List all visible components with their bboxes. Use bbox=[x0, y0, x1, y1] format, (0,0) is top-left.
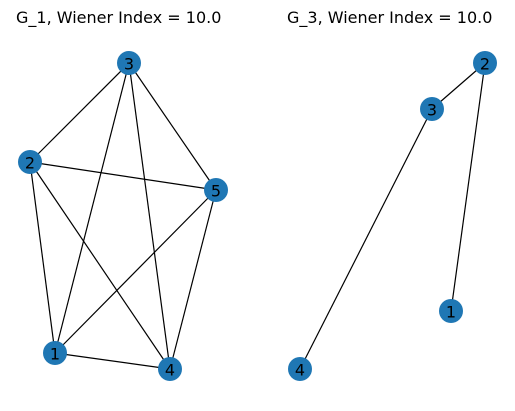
node-g1-1: 1 bbox=[43, 341, 67, 365]
edge-g1-2-4 bbox=[29, 161, 171, 370]
edge-g1-3-5 bbox=[128, 62, 217, 191]
node-label: 4 bbox=[295, 361, 305, 380]
node-g3-3: 3 bbox=[420, 97, 444, 121]
node-label: 2 bbox=[25, 154, 35, 173]
edge-g1-2-5 bbox=[29, 161, 217, 191]
edge-g1-3-4 bbox=[128, 62, 171, 370]
edge-g1-1-4 bbox=[54, 352, 171, 370]
node-label: 3 bbox=[427, 101, 437, 120]
node-g1-4: 4 bbox=[158, 357, 182, 381]
edge-g3-3-4 bbox=[299, 108, 433, 370]
node-g3-4: 4 bbox=[288, 357, 312, 381]
edge-g1-1-5 bbox=[54, 189, 217, 354]
node-circle bbox=[473, 51, 497, 75]
node-g1-2: 2 bbox=[18, 150, 42, 174]
edge-g3-2-1 bbox=[450, 62, 486, 312]
node-label: 3 bbox=[124, 55, 134, 74]
node-g3-2: 2 bbox=[473, 51, 497, 75]
graph-title-g3: G_3, Wiener Index = 10.0 bbox=[287, 8, 493, 27]
node-circle bbox=[288, 357, 312, 381]
node-label: 2 bbox=[480, 55, 490, 74]
node-g1-3: 3 bbox=[117, 51, 141, 75]
node-label: 5 bbox=[211, 182, 221, 201]
node-label: 4 bbox=[165, 361, 175, 380]
node-label: 1 bbox=[50, 345, 60, 364]
node-label: 1 bbox=[446, 303, 456, 322]
graph-panel-g1: 1 2 3 4 5 bbox=[18, 51, 228, 381]
edge-g1-4-5 bbox=[169, 189, 217, 370]
graph-panel-g3: 1 2 3 4 bbox=[288, 51, 497, 381]
node-circle bbox=[158, 357, 182, 381]
graph-title-g1: G_1, Wiener Index = 10.0 bbox=[16, 8, 222, 27]
node-g3-1: 1 bbox=[439, 299, 463, 323]
edge-g1-1-3 bbox=[54, 62, 130, 354]
node-circle bbox=[439, 299, 463, 323]
node-circle bbox=[420, 97, 444, 121]
node-circle bbox=[43, 341, 67, 365]
node-circle bbox=[18, 150, 42, 174]
edge-g1-2-3 bbox=[29, 62, 130, 163]
node-g1-5: 5 bbox=[204, 178, 228, 202]
node-circle bbox=[117, 51, 141, 75]
edge-g1-1-2 bbox=[29, 161, 56, 354]
node-circle bbox=[204, 178, 228, 202]
